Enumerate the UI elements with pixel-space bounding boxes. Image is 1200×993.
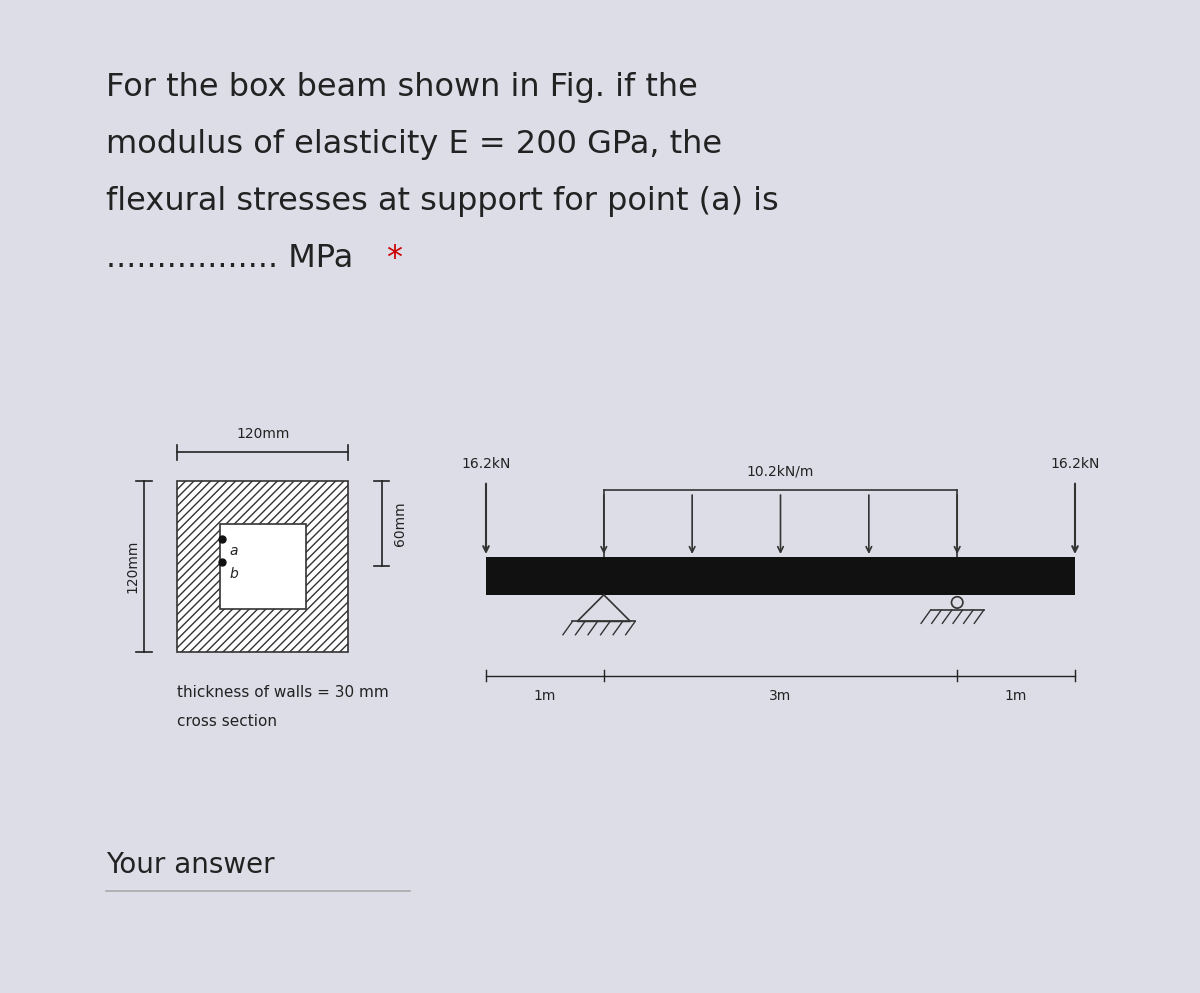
Text: modulus of elasticity E = 200 GPa, the: modulus of elasticity E = 200 GPa, the <box>106 129 722 160</box>
Text: *: * <box>386 243 402 274</box>
Bar <box>178 481 348 651</box>
Text: 16.2kN: 16.2kN <box>461 458 511 472</box>
Text: 16.2kN: 16.2kN <box>1050 458 1099 472</box>
Text: 120mm: 120mm <box>236 427 289 441</box>
Text: For the box beam shown in Fig. if the: For the box beam shown in Fig. if the <box>106 72 698 103</box>
Text: Your answer: Your answer <box>106 851 275 880</box>
Text: b: b <box>229 567 239 581</box>
Text: ................. MPa: ................. MPa <box>106 243 364 274</box>
Text: a: a <box>229 544 238 558</box>
Text: 120mm: 120mm <box>126 539 139 593</box>
Text: 1m: 1m <box>1004 689 1027 703</box>
Text: thickness of walls = 30 mm: thickness of walls = 30 mm <box>178 685 389 700</box>
Text: flexural stresses at support for point (a) is: flexural stresses at support for point (… <box>106 187 779 217</box>
Bar <box>220 523 306 609</box>
Bar <box>486 557 1075 595</box>
Text: 3m: 3m <box>769 689 792 703</box>
Text: 60mm: 60mm <box>392 501 407 546</box>
Text: 1m: 1m <box>534 689 556 703</box>
Text: cross section: cross section <box>178 714 277 729</box>
Text: 10.2kN/m: 10.2kN/m <box>746 465 814 479</box>
